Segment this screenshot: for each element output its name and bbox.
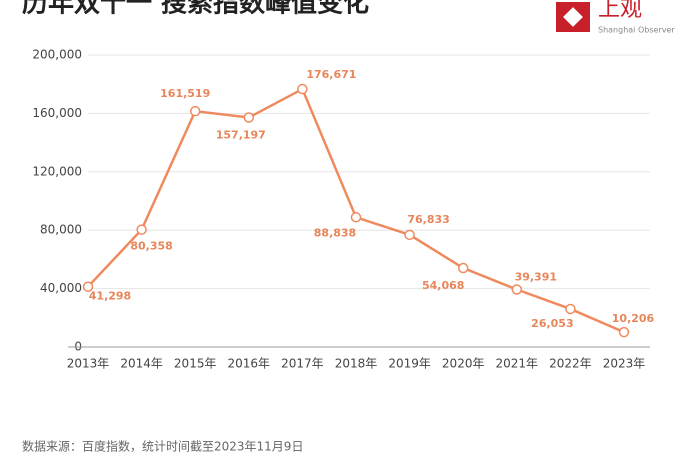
value-label: 54,068 bbox=[422, 279, 464, 292]
x-tick-label: 2016年 bbox=[228, 357, 271, 371]
point bbox=[189, 105, 201, 117]
logo-subtitle: Shanghai Observer bbox=[598, 26, 675, 35]
y-tick-label: 120,000 bbox=[32, 164, 82, 178]
value-label: 39,391 bbox=[515, 270, 557, 283]
value-label: 10,206 bbox=[612, 312, 655, 325]
y-tick-label: 40,000 bbox=[40, 281, 82, 295]
x-tick-label: 2014年 bbox=[120, 357, 163, 371]
value-label: 26,053 bbox=[531, 317, 573, 330]
x-tick-label: 2020年 bbox=[442, 357, 485, 371]
value-label: 80,358 bbox=[130, 240, 172, 253]
point bbox=[565, 303, 576, 315]
line bbox=[87, 87, 625, 334]
point bbox=[511, 284, 523, 295]
point bbox=[136, 224, 147, 235]
point bbox=[243, 112, 255, 123]
x-tick-label: 2023年 bbox=[603, 357, 646, 371]
x-tick-label: 2019年 bbox=[388, 357, 431, 371]
value-label: 76,833 bbox=[407, 213, 449, 226]
value-label: 157,197 bbox=[216, 128, 266, 141]
value-label: 176,671 bbox=[306, 68, 356, 81]
point bbox=[404, 229, 415, 241]
point bbox=[297, 83, 308, 95]
chart-title: 历年双十一 搜索指数峰值变化 bbox=[22, 0, 369, 19]
x-tick-label: 2022年 bbox=[549, 357, 592, 371]
value-label: 41,298 bbox=[89, 290, 131, 303]
logo-text: 上观 bbox=[598, 0, 642, 22]
source-note: 数据来源：百度指数，统计时间截至2023年11月9日 bbox=[22, 439, 303, 454]
point bbox=[618, 326, 630, 338]
value-label: 161,519 bbox=[160, 87, 210, 100]
y-tick-label: 80,000 bbox=[40, 223, 82, 237]
logo: 上观 Shanghai Observer bbox=[556, 0, 675, 35]
y-tick-label: 200,000 bbox=[32, 48, 82, 62]
x-tick-label: 2021年 bbox=[496, 357, 539, 371]
x-tick-label: 2013年 bbox=[67, 357, 110, 371]
x-tick-label: 2015年 bbox=[174, 357, 217, 371]
y-tick-label: 160,000 bbox=[32, 106, 82, 120]
point bbox=[350, 212, 362, 223]
point bbox=[82, 281, 94, 292]
value-label: 88,838 bbox=[314, 226, 356, 239]
point bbox=[457, 262, 469, 274]
x-tick-label: 2017年 bbox=[281, 357, 324, 371]
x-tick-label: 2018年 bbox=[335, 357, 378, 371]
